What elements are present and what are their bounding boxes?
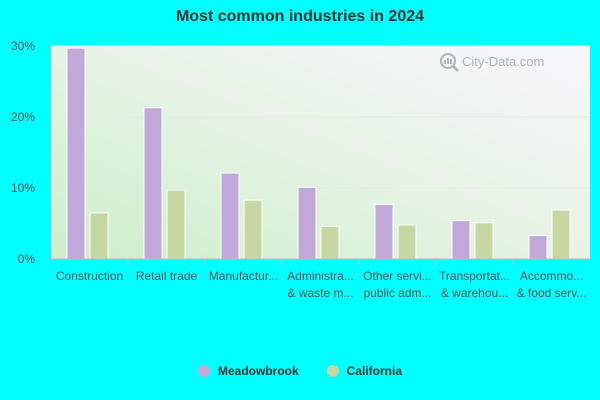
x-category-label: & waste m... <box>287 286 353 300</box>
legend-label: Meadowbrook <box>217 364 299 378</box>
y-tick-label: 10% <box>11 181 35 195</box>
bar-california <box>474 222 494 260</box>
bars <box>66 47 571 260</box>
bar-meadowbrook <box>374 203 394 260</box>
legend-label: California <box>346 364 402 378</box>
x-category-label: & warehou... <box>441 286 508 300</box>
gridlines <box>51 45 590 189</box>
legend-swatch <box>326 365 339 377</box>
bar-california <box>166 189 186 260</box>
x-category-label: public adm... <box>363 286 431 300</box>
chart-title: Most common industries in 2024 <box>175 8 425 25</box>
y-tick-label: 30% <box>11 39 35 53</box>
bar-meadowbrook <box>220 172 240 260</box>
x-category-label: Manufactur... <box>209 269 278 283</box>
y-tick-label: 0% <box>18 252 36 266</box>
x-category-label: Accommo... <box>520 269 583 283</box>
bar-meadowbrook <box>451 220 471 260</box>
x-category-label: Construction <box>56 269 123 283</box>
bar-meadowbrook <box>143 107 163 260</box>
bar-california <box>551 209 571 260</box>
legend-swatch <box>197 365 210 377</box>
y-tick-label: 20% <box>11 110 35 124</box>
magnifier-icon <box>440 53 459 72</box>
x-category-label: Administra... <box>287 269 354 283</box>
bar-meadowbrook <box>528 235 548 260</box>
x-category-label: Retail trade <box>136 269 198 283</box>
watermark-text: City-Data.com <box>462 54 544 69</box>
legend-item-california: California <box>326 364 402 378</box>
bar-california <box>89 212 109 260</box>
x-category-label: Transportat... <box>439 269 510 283</box>
bar-meadowbrook <box>297 186 317 260</box>
bar-california <box>397 224 417 260</box>
axes: 0% 10% 20% 30% Construction Retail trade Manuf… <box>11 39 590 300</box>
bar-meadowbrook <box>66 47 86 260</box>
legend: Meadowbrook California <box>0 364 600 378</box>
watermark: City-Data.com <box>440 53 544 72</box>
plot-background <box>51 46 590 259</box>
bar-california <box>320 225 340 260</box>
legend-item-meadowbrook: Meadowbrook <box>197 364 299 378</box>
x-category-label: & food serv... <box>517 286 587 300</box>
x-category-label: Other servi... <box>363 269 432 283</box>
bar-california <box>243 199 263 260</box>
